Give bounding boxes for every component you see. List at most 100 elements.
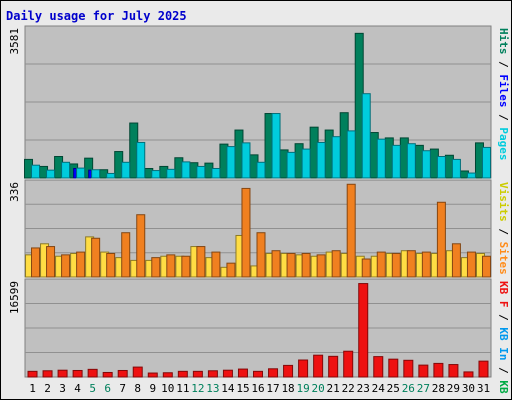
legend-entry: /	[497, 361, 510, 381]
bar-sites-day-4	[76, 251, 86, 278]
x-tick-label: 28	[432, 382, 445, 395]
bar-pages-day-19	[301, 148, 311, 179]
legend-entry: /	[497, 308, 510, 328]
bar-pages-day-1	[31, 164, 41, 179]
bar-kb-f-day-7	[117, 369, 128, 378]
bar-pages-day-10	[166, 168, 176, 179]
legend-entry: /	[497, 108, 510, 128]
bar-sites-day-3	[61, 254, 71, 278]
bar-kb-f-day-22	[343, 350, 354, 378]
bar-kb-f-day-10	[162, 372, 173, 378]
x-tick-label: 2	[44, 382, 51, 395]
bar-kb-f-day-30	[463, 371, 474, 378]
ymax-label-kbytes: 16599	[8, 281, 21, 314]
bar-kb-f-day-24	[373, 356, 384, 378]
x-tick-label: 31	[477, 382, 490, 395]
legend-entry: KB Out	[497, 380, 510, 400]
bar-pages-day-2	[46, 169, 56, 179]
x-tick-label: 14	[221, 382, 235, 395]
bar-kb-f-day-28	[433, 362, 444, 378]
bar-sites-day-8	[136, 214, 146, 278]
bar-sites-day-23	[361, 258, 371, 278]
x-tick-label: 12	[191, 382, 204, 395]
x-tick-label: 22	[342, 382, 355, 395]
bar-kb-f-day-20	[313, 354, 324, 378]
bar-kb-f-day-27	[418, 364, 429, 378]
bar-pages-day-22	[346, 130, 356, 179]
bar-pages-day-23	[361, 93, 371, 179]
bar-sites-day-5	[91, 237, 101, 278]
bar-kb-f-day-15	[237, 368, 248, 378]
legend-entry: Pages	[497, 127, 510, 160]
x-tick-label: 26	[402, 382, 415, 395]
bar-kb-f-day-1	[27, 370, 38, 378]
bar-sites-day-22	[346, 183, 356, 278]
bar-kb-f-day-26	[403, 359, 414, 378]
bar-kb-f-day-18	[283, 364, 294, 378]
bar-pages-day-5	[91, 169, 101, 179]
bar-pages-day-15	[241, 142, 251, 179]
x-tick-label: 20	[312, 382, 325, 395]
bar-sites-day-1	[31, 247, 41, 278]
bar-kb-f-day-25	[388, 358, 399, 378]
bar-kb-f-day-9	[147, 372, 158, 378]
bar-sites-day-12	[196, 246, 206, 278]
bar-sites-day-29	[451, 243, 461, 278]
x-tick-label: 15	[236, 382, 249, 395]
bar-pages-day-8	[136, 141, 146, 179]
x-tick-label: 30	[462, 382, 475, 395]
bar-kb-f-day-23	[358, 283, 369, 378]
legend-entry: Files	[497, 74, 510, 107]
bar-sites-day-10	[166, 254, 176, 278]
bar-sites-day-9	[151, 257, 161, 278]
x-tick-label: 9	[149, 382, 156, 395]
x-tick-label: 29	[447, 382, 460, 395]
x-tick-label: 10	[161, 382, 174, 395]
legend-hits: Hits / Files / Pages	[497, 28, 510, 161]
x-tick-label: 19	[296, 382, 309, 395]
bar-pages-day-18	[286, 151, 296, 179]
bar-kb-f-day-8	[132, 366, 143, 378]
bar-kb-f-day-11	[177, 370, 188, 378]
legend-entry: KB In	[497, 327, 510, 360]
bar-pages-day-14	[226, 146, 236, 179]
x-tick-label: 17	[266, 382, 279, 395]
x-tick-label: 25	[387, 382, 400, 395]
bar-sites-day-6	[106, 252, 116, 278]
bar-pages-day-20	[316, 141, 326, 179]
x-tick-label: 5	[89, 382, 96, 395]
bar-pages-day-13	[211, 167, 221, 179]
legend-entry: Sites	[497, 242, 510, 275]
bar-sites-day-30	[466, 251, 476, 278]
bar-sites-day-24	[376, 251, 386, 278]
bar-kb-f-day-6	[102, 371, 113, 378]
bar-kb-f-day-14	[222, 369, 233, 378]
bar-pages-day-11	[181, 161, 191, 179]
bar-kb-f-day-4	[72, 369, 83, 378]
x-tick-label: 27	[417, 382, 430, 395]
bar-sites-day-27	[421, 251, 431, 278]
bar-kb-f-day-31	[478, 360, 489, 378]
bar-kb-f-day-5	[87, 368, 98, 378]
bar-pages-day-27	[421, 150, 431, 179]
x-tick-label: 11	[176, 382, 189, 395]
legend-kbytes: KB F / KB In / KB Out	[497, 281, 510, 400]
bar-kb-f-day-29	[448, 364, 459, 378]
x-tick-label: 1	[29, 382, 36, 395]
bar-pages-day-31	[481, 146, 491, 179]
ymax-label-visits: 336	[8, 182, 21, 202]
bar-kb-f-day-16	[253, 370, 263, 378]
x-tick-label: 13	[206, 382, 219, 395]
bar-pages-day-4	[76, 167, 86, 179]
bar-pages-day-12	[196, 165, 206, 179]
legend-entry: /	[497, 55, 510, 75]
x-tick-label: 6	[104, 382, 111, 395]
x-tick-label: 23	[357, 382, 370, 395]
legend-entry: Visits	[497, 182, 510, 222]
bar-pages-day-9	[151, 170, 161, 179]
bar-pages-day-21	[331, 136, 341, 179]
bar-sites-day-19	[301, 252, 311, 278]
bar-sites-day-26	[406, 250, 416, 278]
bar-sites-day-11	[181, 255, 191, 278]
bar-sites-day-2	[46, 246, 56, 278]
